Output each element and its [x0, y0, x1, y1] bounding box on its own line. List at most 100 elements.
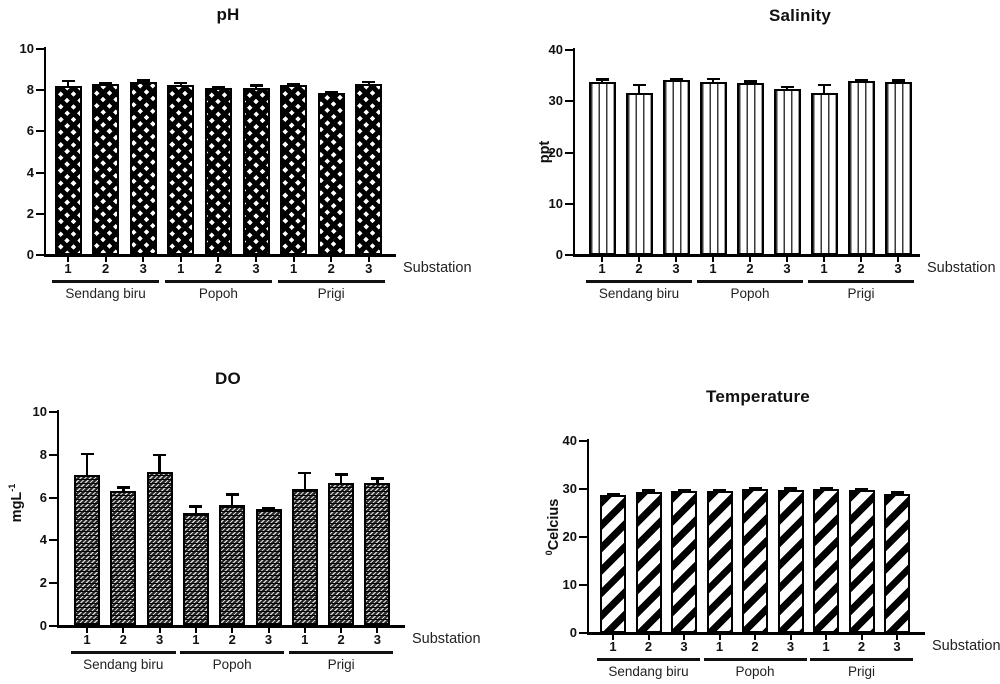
- x-tick-mark: [825, 634, 827, 640]
- y-tick-label: 2: [26, 205, 34, 221]
- salinity-bar-8: [847, 81, 875, 255]
- y-tick-label: 8: [39, 446, 47, 462]
- x-tick-label: 2: [214, 261, 222, 276]
- y-axis-line: [56, 410, 59, 628]
- temperature-bar-9: [884, 493, 910, 633]
- chart-ph: pH 0 2 4 6 8 10 1 2 3 1 2 3 1 2 3 Substation Sendang bir…: [0, 0, 500, 342]
- x-tick-label: 1: [822, 639, 830, 654]
- group-label: Popoh: [212, 657, 252, 672]
- x-tick-label: 3: [155, 632, 164, 647]
- group-underline: [164, 280, 272, 283]
- error-bar-cap: [595, 78, 609, 81]
- error-bar-stem: [303, 472, 307, 490]
- y-tick-label: 20: [548, 144, 563, 160]
- x-axis-line: [43, 254, 396, 257]
- x-tick-mark: [647, 634, 650, 640]
- y-tick-mark: [565, 100, 573, 103]
- do-bar-6: [255, 509, 282, 626]
- ph-bar-2: [92, 84, 120, 255]
- y-axis-label-part: 0: [544, 550, 554, 556]
- error-bar-cap: [189, 505, 203, 508]
- error-bar-cap: [262, 506, 275, 510]
- y-axis-line: [572, 48, 575, 257]
- group-underline: [179, 651, 285, 654]
- x-axis-title: Substation: [412, 631, 481, 647]
- x-tick-mark: [179, 256, 182, 262]
- salinity-bar-2: [625, 92, 653, 255]
- y-axis-label-part: ppt: [537, 140, 553, 164]
- y-tick-mark: [49, 411, 57, 413]
- temperature-bar-1: [600, 495, 626, 633]
- y-tick-label: 0: [555, 247, 563, 262]
- x-axis-line: [586, 632, 925, 635]
- x-axis-title: Substation: [927, 260, 996, 276]
- y-tick-label: 4: [26, 164, 34, 180]
- y-tick-mark: [36, 212, 44, 215]
- x-axis-title: Substation: [932, 638, 1000, 654]
- y-tick-label: 10: [548, 195, 563, 211]
- salinity-bar-7: [810, 93, 838, 255]
- error-bar-cap: [748, 486, 762, 490]
- error-bar-stem: [376, 478, 379, 483]
- x-tick-label: 1: [192, 632, 200, 647]
- y-tick-label: 10: [19, 41, 34, 56]
- error-bar-stem: [822, 84, 826, 94]
- error-bar-stem: [230, 494, 234, 506]
- error-bar-cap: [174, 81, 188, 85]
- error-bar-cap: [362, 80, 376, 84]
- error-bar-cap: [116, 486, 130, 489]
- y-tick-label: 6: [39, 489, 47, 505]
- group-label: Sendang biru: [608, 664, 689, 679]
- y-tick-mark: [565, 202, 573, 205]
- do-bar-9: [364, 482, 391, 626]
- x-tick-label: 2: [751, 639, 759, 654]
- group-underline: [288, 651, 394, 654]
- ph-bar-7: [280, 85, 308, 255]
- error-bar-cap: [298, 471, 312, 475]
- x-tick-mark: [292, 256, 295, 262]
- x-tick-label: 1: [598, 261, 606, 276]
- chart-title-do: DO: [215, 369, 241, 388]
- y-tick-mark: [49, 582, 57, 585]
- temperature-bar-3: [671, 491, 697, 633]
- error-bar-cap: [334, 473, 348, 476]
- error-bar-cap: [211, 85, 225, 89]
- x-tick-label: 2: [228, 632, 236, 647]
- y-tick-label: 10: [32, 404, 47, 419]
- x-tick-mark: [860, 256, 862, 262]
- x-tick-mark: [749, 256, 751, 262]
- y-tick-label: 10: [562, 577, 577, 592]
- error-bar-cap: [99, 81, 113, 85]
- x-tick-label: 1: [64, 261, 72, 276]
- error-bar-cap: [287, 82, 301, 86]
- x-tick-mark: [675, 256, 677, 262]
- group-label: Prigi: [327, 657, 355, 672]
- error-bar-cap: [249, 84, 263, 87]
- error-bar-cap: [61, 79, 75, 83]
- x-tick-mark: [612, 634, 614, 640]
- x-tick-label: 2: [857, 261, 865, 276]
- y-tick-mark: [49, 539, 57, 542]
- y-axis-label-part: Celcius: [545, 498, 562, 551]
- y-tick-mark: [36, 171, 44, 174]
- x-tick-mark: [142, 256, 145, 262]
- x-tick-mark: [897, 256, 899, 262]
- error-bar-cap: [891, 79, 905, 82]
- x-tick-label: 1: [609, 639, 617, 654]
- error-bar-cap: [784, 487, 797, 490]
- ph-bar-9: [355, 84, 383, 255]
- x-tick-mark: [376, 627, 379, 633]
- group-underline: [277, 280, 385, 283]
- group-label: Sendang biru: [65, 286, 146, 301]
- error-bar-stem: [85, 453, 89, 476]
- x-tick-label: 3: [252, 261, 260, 276]
- x-tick-label: 3: [373, 632, 381, 647]
- group-underline: [703, 658, 807, 661]
- x-tick-mark: [823, 256, 825, 262]
- salinity-bar-4: [699, 81, 727, 255]
- group-label: Popoh: [198, 286, 238, 301]
- error-bar-stem: [637, 84, 641, 93]
- y-tick-mark: [36, 254, 44, 256]
- x-tick-mark: [255, 256, 257, 262]
- y-axis-label: 0Celcius: [544, 472, 565, 582]
